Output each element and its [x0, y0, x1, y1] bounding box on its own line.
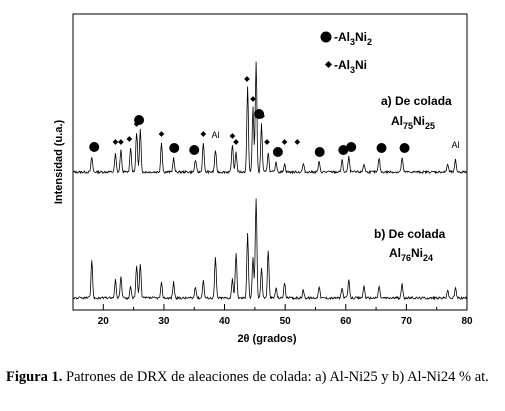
series-b-label-line1: b) De colada — [374, 227, 446, 241]
al3ni-marker — [229, 133, 236, 139]
al3ni-marker — [126, 136, 133, 142]
al3ni-marker — [200, 131, 207, 137]
x-axis-label: 2θ (grados) — [237, 333, 296, 345]
y-axis-label: Intensidad (u.a.) — [53, 119, 65, 204]
al3ni2-marker — [399, 143, 410, 153]
al3ni2-marker — [189, 145, 200, 155]
legend: -Al3Ni2 -Al3Ni — [320, 30, 372, 75]
x-tick-label: 20 — [98, 316, 110, 327]
x-tick-label: 30 — [158, 316, 170, 327]
caption-text: Patrones de DRX de aleaciones de colada:… — [62, 369, 489, 385]
al3ni2-marker — [314, 147, 325, 157]
al3ni2-marker — [376, 143, 387, 153]
plot-frame — [72, 13, 468, 311]
al3ni-marker — [264, 139, 270, 145]
al3ni2-marker — [169, 143, 180, 153]
al-peak-label: Al — [451, 140, 459, 150]
figure-caption: Figura 1. Patrones de DRX de aleaciones … — [6, 368, 501, 386]
al3ni2-marker — [346, 142, 357, 152]
series-b-label-line2: Al76Ni24 — [389, 246, 433, 263]
xrd-pattern-b — [72, 198, 468, 301]
x-tick-label: 80 — [461, 316, 473, 327]
legend-diamond-marker-icon — [324, 60, 333, 69]
x-tick-label: 60 — [340, 316, 352, 327]
x-axis-ticks: 20 30 40 50 60 70 80 — [72, 304, 473, 327]
x-tick-label: 50 — [280, 316, 292, 327]
al3ni-marker — [259, 113, 265, 119]
xrd-pattern-a — [72, 61, 468, 175]
series-a-label-line2: Al75Ni25 — [391, 114, 435, 131]
al3ni2-marker — [89, 142, 100, 152]
x-tick-label: 40 — [219, 316, 231, 327]
al-peak-label: Al — [211, 130, 219, 140]
al3ni-marker — [137, 119, 144, 125]
caption-bold: Figura 1. — [6, 369, 63, 385]
al3ni-marker — [244, 76, 250, 82]
legend-al3ni-label: -Al3Ni — [334, 58, 367, 75]
series-group — [72, 61, 468, 301]
al3ni2-marker — [272, 147, 283, 157]
al3ni-marker — [250, 96, 256, 102]
al3ni2-marker — [338, 145, 349, 155]
al3ni-marker — [118, 139, 124, 145]
al3ni-marker — [158, 131, 165, 137]
x-tick-label: 70 — [401, 316, 413, 327]
series-a-label-line1: a) De colada — [381, 94, 452, 108]
al3ni-marker — [233, 139, 239, 145]
legend-al3ni2-label: -Al3Ni2 — [334, 30, 372, 47]
al3ni-marker — [281, 139, 288, 145]
phase-markers: Al Al — [89, 76, 459, 157]
legend-circle-marker-icon — [320, 31, 332, 43]
al3ni-marker — [112, 139, 119, 145]
al3ni-marker — [294, 139, 301, 145]
